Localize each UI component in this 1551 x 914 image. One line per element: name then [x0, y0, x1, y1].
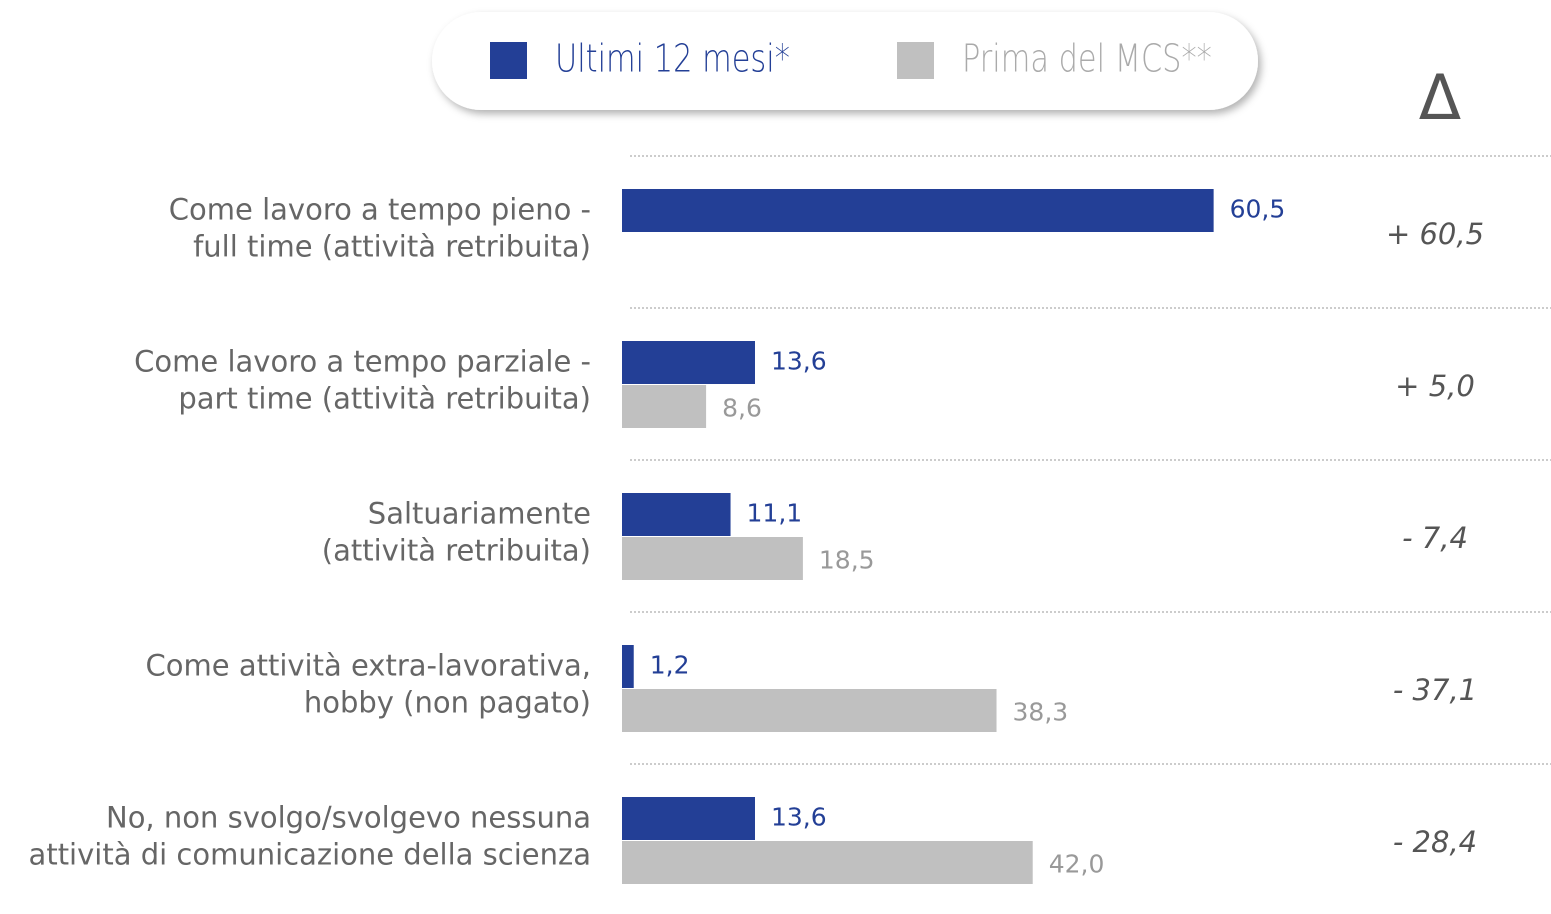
value-label: 1,2	[650, 651, 690, 680]
value-label: 8,6	[722, 394, 762, 423]
bar	[622, 645, 634, 688]
value-label: 18,5	[819, 546, 875, 575]
legend-label: Prima del MCS**	[962, 37, 1212, 81]
bar	[622, 341, 755, 384]
bar	[622, 493, 731, 536]
value-label: 60,5	[1230, 195, 1286, 224]
bar	[622, 385, 707, 428]
delta-title: Δ	[1419, 61, 1461, 134]
value-label: 38,3	[1013, 698, 1069, 727]
category-label: No, non svolgo/svolgevo nessuna attività …	[29, 801, 591, 872]
delta-label: - 37,1	[1393, 673, 1477, 707]
bar	[622, 841, 1033, 884]
category-label: Come lavoro a tempo pieno -full time (at…	[169, 193, 591, 264]
delta-label: - 7,4	[1402, 521, 1468, 555]
value-label: 42,0	[1049, 850, 1105, 879]
delta-label: - 28,4	[1393, 825, 1477, 859]
bar	[622, 797, 755, 840]
value-label: 13,6	[771, 803, 827, 832]
value-label: 11,1	[747, 499, 803, 528]
value-label: 13,6	[771, 347, 827, 376]
delta-label: + 60,5	[1386, 217, 1484, 251]
category-label: Saltuariamente (attività retribuita)	[322, 497, 591, 568]
category-label: Come attività extra-lavorativa, hobby (no…	[146, 649, 591, 720]
bar	[622, 689, 997, 732]
legend-label: Ultimi 12 mesi*	[555, 37, 790, 81]
category-label: Come lavoro a tempo parziale -part time …	[134, 345, 591, 416]
legend-swatch	[490, 42, 527, 79]
bar	[622, 189, 1214, 232]
delta-label: + 5,0	[1395, 369, 1475, 403]
bar	[622, 537, 803, 580]
legend-box	[432, 12, 1258, 110]
legend-swatch	[897, 42, 934, 79]
